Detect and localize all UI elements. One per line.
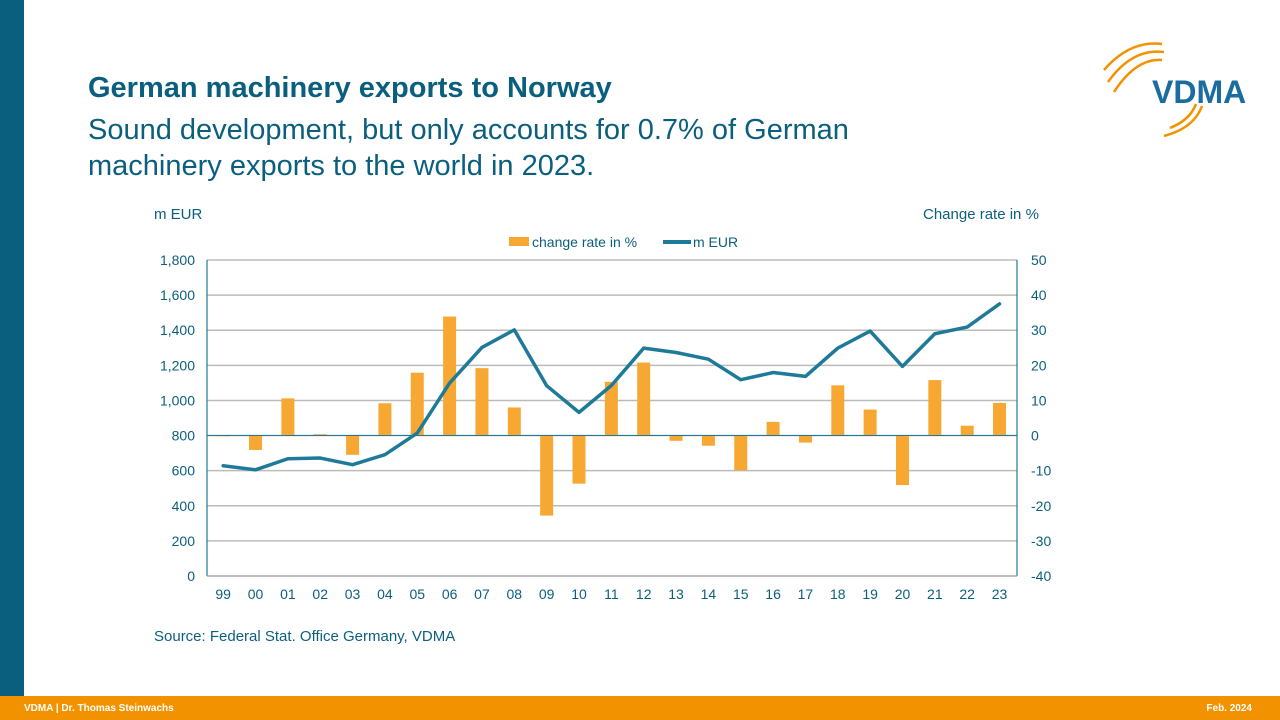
bar-14 xyxy=(701,435,715,446)
bar-04 xyxy=(378,403,392,436)
right-tick-label: -40 xyxy=(1031,568,1051,584)
x-tick-label: 03 xyxy=(345,586,361,602)
left-tick-label: 800 xyxy=(172,428,196,444)
bar-17 xyxy=(798,435,812,443)
slide-subtitle: Sound development, but only accounts for… xyxy=(88,114,849,182)
right-tick-label: -10 xyxy=(1031,463,1051,479)
x-tick-label: 05 xyxy=(409,586,425,602)
legend-bar-label: change rate in % xyxy=(532,234,637,250)
x-tick-label: 07 xyxy=(474,586,490,602)
x-tick-label: 04 xyxy=(377,586,393,602)
footer-date: Feb. 2024 xyxy=(1206,703,1252,714)
x-tick-label: 18 xyxy=(830,586,846,602)
right-tick-label: 30 xyxy=(1031,322,1047,338)
legend-bar-swatch xyxy=(509,237,529,246)
bar-23 xyxy=(993,402,1007,436)
x-tick-label: 14 xyxy=(701,586,717,602)
legend-line-label: m EUR xyxy=(693,234,738,250)
bar-09 xyxy=(540,435,554,516)
bar-00 xyxy=(249,435,263,450)
left-tick-label: 1,000 xyxy=(160,392,195,408)
bar-12 xyxy=(637,362,651,436)
x-tick-label: 20 xyxy=(895,586,911,602)
left-tick-label: 200 xyxy=(172,533,196,549)
right-tick-label: -30 xyxy=(1031,533,1051,549)
bar-13 xyxy=(669,435,683,441)
x-tick-label: 17 xyxy=(798,586,814,602)
bar-01 xyxy=(281,398,295,436)
bar-03 xyxy=(346,435,360,455)
x-tick-label: 08 xyxy=(507,586,523,602)
x-tick-label: 11 xyxy=(604,586,619,602)
x-tick-label: 09 xyxy=(539,586,555,602)
right-tick-label: 0 xyxy=(1031,428,1039,444)
right-tick-label: 40 xyxy=(1031,287,1047,303)
bar-05 xyxy=(410,372,424,436)
x-tick-label: 19 xyxy=(862,586,878,602)
x-tick-label: 99 xyxy=(215,586,231,602)
vdma-logo: VDMA xyxy=(1100,40,1260,145)
left-tick-label: 1,400 xyxy=(160,322,195,338)
footer-author: VDMA | Dr. Thomas Steinwachs xyxy=(24,703,174,714)
right-tick-label: 10 xyxy=(1031,392,1047,408)
x-tick-label: 12 xyxy=(636,586,652,602)
left-tick-label: 1,600 xyxy=(160,287,195,303)
x-tick-label: 00 xyxy=(248,586,264,602)
svg-text:VDMA: VDMA xyxy=(1152,74,1246,110)
bar-18 xyxy=(831,385,845,436)
bar-11 xyxy=(604,381,618,436)
x-tick-label: 23 xyxy=(992,586,1008,602)
bar-21 xyxy=(928,380,942,436)
bar-07 xyxy=(475,368,489,436)
sidebar-band xyxy=(0,0,24,696)
bar-19 xyxy=(863,409,877,436)
left-tick-label: 1,200 xyxy=(160,357,195,373)
bar-15 xyxy=(734,435,748,471)
bar-08 xyxy=(507,407,521,436)
left-tick-label: 1,800 xyxy=(160,252,195,268)
bar-10 xyxy=(572,435,586,484)
right-axis-label: Change rate in % xyxy=(923,206,1039,223)
source-note: Source: Federal Stat. Office Germany, VD… xyxy=(154,628,456,645)
line-m-eur xyxy=(221,302,1002,472)
footer-bar: VDMA | Dr. Thomas Steinwachs Feb. 2024 xyxy=(0,696,1280,720)
bar-22 xyxy=(960,425,974,436)
legend: change rate in % m EUR xyxy=(509,234,738,250)
bar-20 xyxy=(895,435,909,486)
x-tick-label: 10 xyxy=(571,586,587,602)
left-axis-label: m EUR xyxy=(154,206,203,223)
right-tick-label: 50 xyxy=(1031,252,1047,268)
x-tick-label: 02 xyxy=(312,586,328,602)
right-tick-label: -20 xyxy=(1031,498,1051,514)
x-tick-label: 22 xyxy=(959,586,975,602)
x-tick-label: 16 xyxy=(765,586,781,602)
left-tick-label: 600 xyxy=(172,463,196,479)
x-tick-label: 01 xyxy=(280,586,296,602)
left-tick-label: 400 xyxy=(172,498,196,514)
x-tick-label: 15 xyxy=(733,586,749,602)
x-tick-label: 13 xyxy=(668,586,684,602)
slide-title: German machinery exports to Norway xyxy=(88,72,612,104)
x-tick-label: 06 xyxy=(442,586,458,602)
left-tick-label: 0 xyxy=(187,568,195,584)
right-tick-label: 20 xyxy=(1031,357,1047,373)
x-tick-label: 21 xyxy=(927,586,943,602)
bar-16 xyxy=(766,421,780,436)
bar-06 xyxy=(443,316,457,436)
bar-02 xyxy=(313,434,327,436)
